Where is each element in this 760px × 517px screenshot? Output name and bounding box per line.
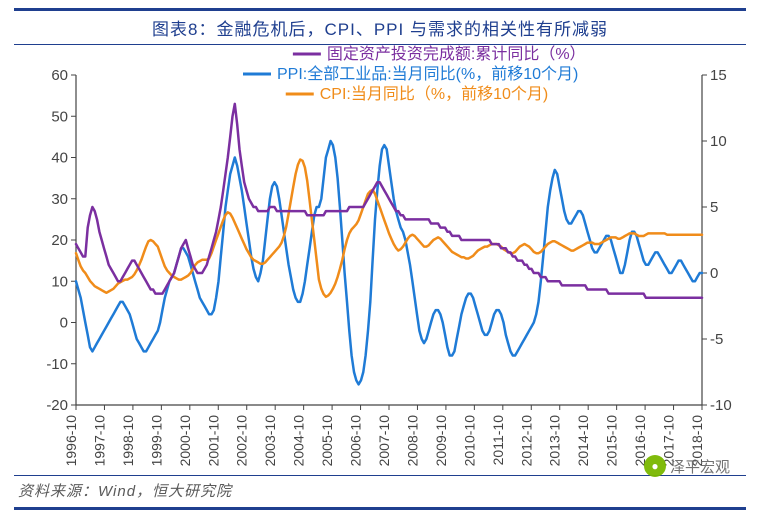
svg-text:0: 0 bbox=[60, 315, 68, 332]
svg-text:10: 10 bbox=[51, 273, 68, 290]
svg-text:20: 20 bbox=[51, 232, 68, 249]
svg-text:2001-10: 2001-10 bbox=[205, 415, 221, 467]
svg-text:CPI:当月同比（%，前移10个月): CPI:当月同比（%，前移10个月) bbox=[320, 85, 548, 103]
svg-text:10: 10 bbox=[710, 133, 727, 150]
svg-text:2008-10: 2008-10 bbox=[404, 415, 420, 467]
svg-text:2006-10: 2006-10 bbox=[348, 415, 364, 467]
svg-text:5: 5 bbox=[710, 199, 718, 216]
chart-source: 资料来源：Wind，恒大研究院 bbox=[14, 483, 232, 500]
svg-text:2002-10: 2002-10 bbox=[234, 415, 250, 467]
chart-title: 图表8：金融危机后，CPI、PPI 与需求的相关性有所减弱 bbox=[152, 20, 608, 39]
svg-text:-10: -10 bbox=[46, 356, 68, 373]
svg-text:15: 15 bbox=[710, 67, 727, 84]
svg-text:2000-10: 2000-10 bbox=[177, 415, 193, 467]
svg-text:2005-10: 2005-10 bbox=[319, 415, 335, 467]
svg-text:40: 40 bbox=[51, 150, 68, 167]
chart-source-bar: 资料来源：Wind，恒大研究院 bbox=[14, 475, 746, 510]
svg-text:2007-10: 2007-10 bbox=[376, 415, 392, 467]
line-chart: -20 -10 0 10 20 30 40 50 60 -10 -5 0 5 10 15 1996-10 199… bbox=[14, 45, 746, 475]
svg-text:2010-10: 2010-10 bbox=[461, 415, 477, 467]
watermark-text: 泽平宏观 bbox=[670, 456, 730, 477]
svg-text:60: 60 bbox=[51, 67, 68, 84]
svg-text:2012-10: 2012-10 bbox=[518, 415, 534, 467]
svg-text:-5: -5 bbox=[710, 331, 723, 348]
svg-text:2013-10: 2013-10 bbox=[547, 415, 563, 467]
chart-title-bar: 图表8：金融危机后，CPI、PPI 与需求的相关性有所减弱 bbox=[14, 8, 746, 45]
svg-text:固定资产投资完成额:累计同比（%）: 固定资产投资完成额:累计同比（%） bbox=[327, 45, 586, 63]
svg-text:2011-10: 2011-10 bbox=[490, 415, 506, 466]
svg-text:50: 50 bbox=[51, 108, 68, 125]
svg-text:2004-10: 2004-10 bbox=[291, 415, 307, 467]
svg-text:PPI:全部工业品:当月同比(%，前移10个月): PPI:全部工业品:当月同比(%，前移10个月) bbox=[277, 65, 578, 83]
svg-text:30: 30 bbox=[51, 191, 68, 208]
wechat-icon: ● bbox=[644, 455, 666, 477]
watermark: ● 泽平宏观 bbox=[644, 455, 730, 477]
svg-text:-20: -20 bbox=[46, 397, 68, 414]
svg-text:-10: -10 bbox=[710, 397, 732, 414]
svg-text:2003-10: 2003-10 bbox=[262, 415, 278, 467]
svg-text:1996-10: 1996-10 bbox=[63, 415, 79, 467]
svg-text:1998-10: 1998-10 bbox=[120, 415, 136, 467]
svg-text:2009-10: 2009-10 bbox=[433, 415, 449, 467]
svg-text:2015-10: 2015-10 bbox=[604, 415, 620, 467]
svg-text:1997-10: 1997-10 bbox=[91, 415, 107, 467]
svg-text:2014-10: 2014-10 bbox=[575, 415, 591, 467]
svg-text:0: 0 bbox=[710, 265, 718, 282]
svg-text:1999-10: 1999-10 bbox=[148, 415, 164, 467]
